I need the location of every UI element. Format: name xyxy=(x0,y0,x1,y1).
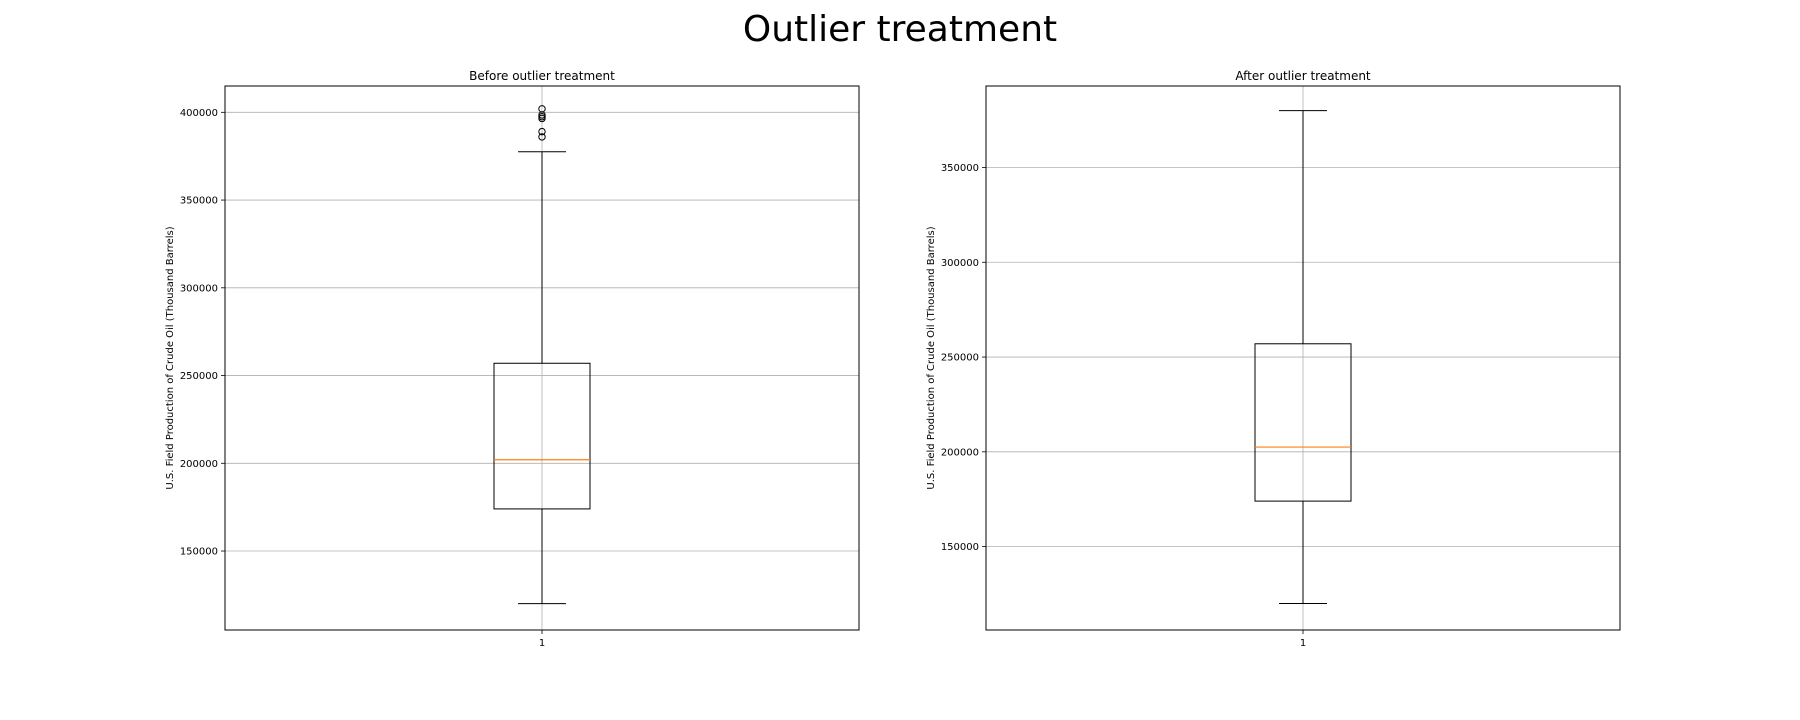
y-tick-label: 350000 xyxy=(180,196,218,207)
x-tick-label: 1 xyxy=(539,638,545,649)
y-tick-label: 350000 xyxy=(941,163,979,174)
outlier-point xyxy=(538,105,546,113)
y-tick-label: 300000 xyxy=(180,283,218,294)
y-tick-label: 300000 xyxy=(941,258,979,269)
iqr-box xyxy=(493,362,591,510)
y-tick-label: 200000 xyxy=(180,459,218,470)
axes-frame xyxy=(224,85,860,631)
y-tick-label: 400000 xyxy=(180,108,218,119)
y-tick-label: 250000 xyxy=(941,353,979,364)
x-tick-label: 1 xyxy=(1300,638,1306,649)
y-tick-label: 150000 xyxy=(941,542,979,553)
chart-title: Before outlier treatment xyxy=(469,69,615,83)
y-axis-label: U.S. Field Production of Crude Oil (Thou… xyxy=(926,226,937,489)
y-tick-label: 150000 xyxy=(180,547,218,558)
y-tick-label: 250000 xyxy=(180,371,218,382)
figure-title: Outlier treatment xyxy=(742,9,1058,50)
outlier-point xyxy=(538,127,546,136)
outlier-point xyxy=(538,133,546,141)
chart-title: After outlier treatment xyxy=(1235,69,1371,83)
y-tick-label: 200000 xyxy=(941,447,979,458)
axes-frame xyxy=(985,85,1621,631)
chart-panel-2: 150000 200000 250000 300000 350000 1 After out… xyxy=(926,69,1621,649)
y-axis-label: U.S. Field Production of Crude Oil (Thou… xyxy=(165,226,176,489)
chart-panel-1: 150000 200000 250000 300000 350000 400000 1 Bef… xyxy=(165,69,860,649)
iqr-box xyxy=(1254,343,1352,502)
